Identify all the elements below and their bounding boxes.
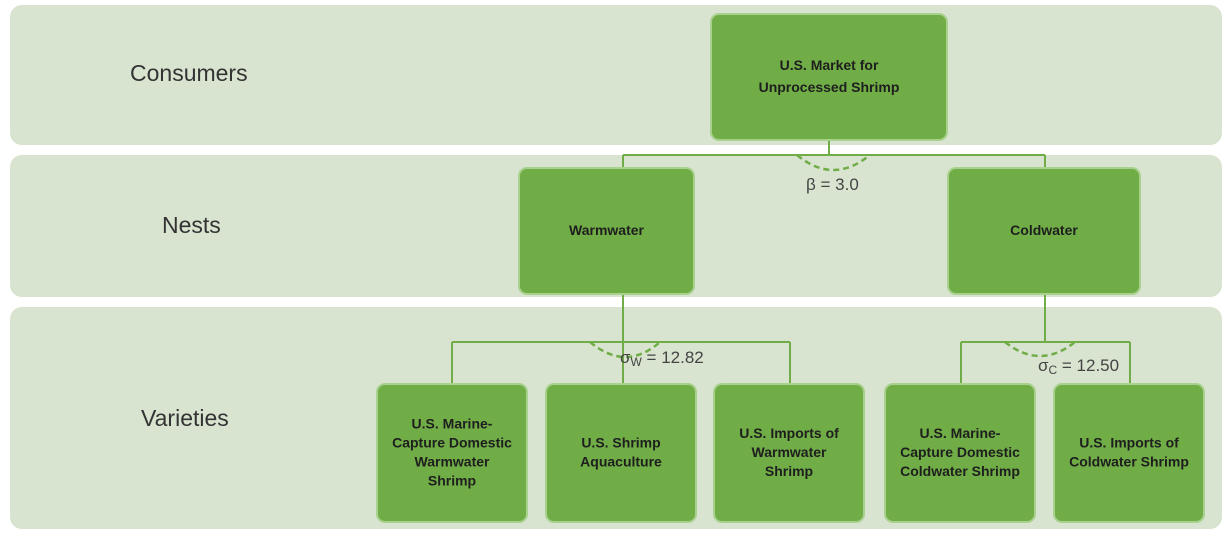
node-label: U.S. Imports of Coldwater Shrimp <box>1069 434 1189 469</box>
label-line: Capture Domestic <box>900 444 1020 460</box>
node-label: U.S. Imports of Warmwater Shrimp <box>739 425 839 479</box>
label-line: Capture Domestic <box>392 434 512 450</box>
label-line: Warmwater <box>752 444 828 460</box>
parameter: σC = 12.50 <box>1038 356 1119 377</box>
label-line: U.S. Shrimp <box>581 434 660 450</box>
label-line: U.S. Imports of <box>739 425 839 441</box>
label-line: Shrimp <box>765 463 813 479</box>
node <box>710 13 948 141</box>
node <box>518 167 695 295</box>
label-line: Warmwater <box>569 222 645 238</box>
node <box>713 383 865 523</box>
label-line: Coldwater Shrimp <box>1069 453 1189 469</box>
band-label: Nests <box>162 212 221 238</box>
node <box>884 383 1036 523</box>
band-label: Varieties <box>141 405 229 431</box>
node-label: U.S. Marine- Capture Domestic Warmwater Shr… <box>392 415 512 488</box>
band-label: Consumers <box>130 60 248 86</box>
label-line: Coldwater <box>1010 222 1078 238</box>
connectors <box>451 140 1131 384</box>
label-line: Coldwater Shrimp <box>900 463 1020 479</box>
label-line: Aquaculture <box>580 453 662 469</box>
label-line: Shrimp <box>428 472 476 488</box>
label-line: Unprocessed Shrimp <box>759 79 900 95</box>
node-label: Coldwater <box>1010 222 1078 238</box>
parameter: β = 3.0 <box>806 175 859 194</box>
label-line: U.S. Marine- <box>920 425 1001 441</box>
node-label: U.S. Market for Unprocessed Shrimp <box>759 57 900 95</box>
node-label: Warmwater <box>569 222 645 238</box>
node <box>947 167 1141 295</box>
label-line: U.S. Marine- <box>412 415 493 431</box>
parameter: σW = 12.82 <box>620 348 704 369</box>
node-label: U.S. Shrimp Aquaculture <box>580 434 662 469</box>
node <box>545 383 697 523</box>
label-line: U.S. Imports of <box>1079 434 1179 450</box>
label-line: Warmwater <box>415 453 491 469</box>
label-line: U.S. Market for <box>780 57 879 73</box>
node <box>1053 383 1205 523</box>
node-label: U.S. Marine- Capture Domestic Coldwater Sh… <box>900 425 1020 479</box>
node <box>376 383 528 523</box>
